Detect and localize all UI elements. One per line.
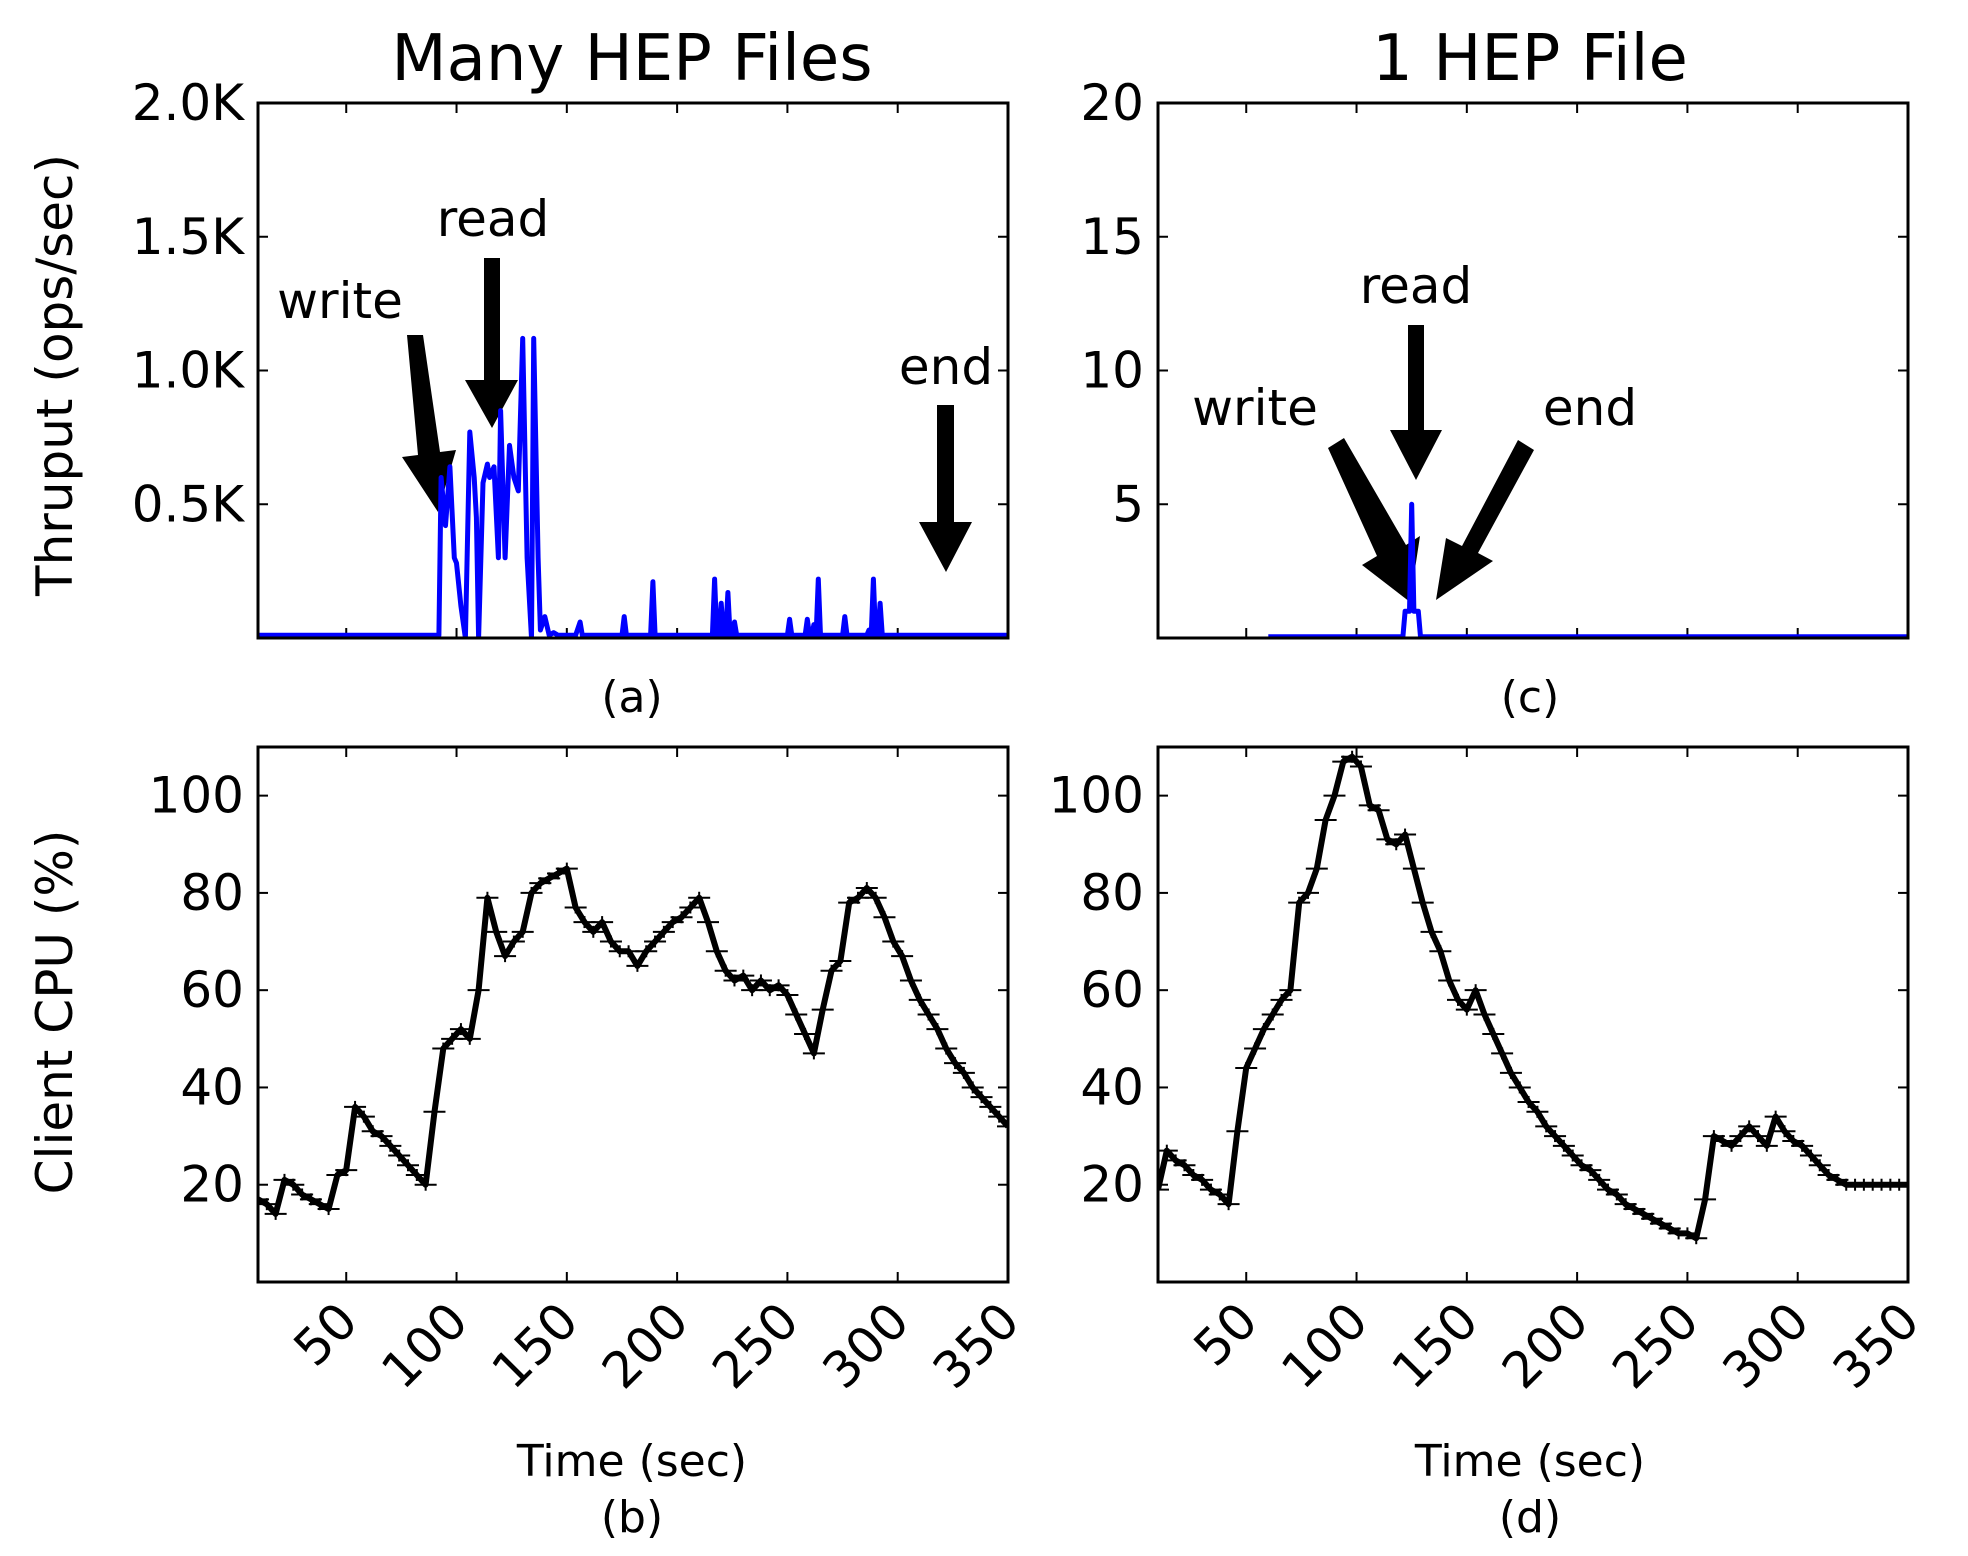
ytick-label-b: 20 <box>180 1156 244 1214</box>
chart-c: 5 10 15 20 write read end <box>1080 74 1910 640</box>
arrow-read-c <box>1390 325 1442 480</box>
ytick-label-a: 0.5K <box>132 475 246 533</box>
axes-frame-c <box>1156 101 1910 640</box>
arrows <box>402 258 1534 602</box>
arrow-end-c <box>1436 440 1534 600</box>
chart-a: 0.5K 1.0K 1.5K 2.0K write read end <box>132 74 1010 640</box>
arrow-write-c <box>1328 438 1420 602</box>
ytick-label-d: 40 <box>1080 1058 1144 1116</box>
annotation-read-a: read <box>437 190 550 248</box>
ytick-label-a: 1.5K <box>132 208 246 266</box>
xtick-label-b: 350 <box>922 1291 1030 1399</box>
annotation-read-c: read <box>1360 257 1473 315</box>
annotation-end-c: end <box>1543 379 1637 437</box>
xlabel-b: Time (sec) <box>516 1436 747 1487</box>
xtick-label-d: 250 <box>1601 1291 1709 1399</box>
ytick-label-b: 60 <box>180 961 244 1019</box>
xtick-label-d: 350 <box>1822 1291 1930 1399</box>
xtick-label-b: 200 <box>591 1291 699 1399</box>
xtick-label-b: 150 <box>481 1291 589 1399</box>
ytick-label-c: 5 <box>1112 475 1144 533</box>
series-line-b <box>258 865 1008 1217</box>
ylabel-top: Thruput (ops/sec) <box>26 154 84 597</box>
annotation-write-a: write <box>277 272 403 330</box>
annotation-end-a: end <box>899 338 993 396</box>
xtick-label-b: 100 <box>371 1291 479 1399</box>
ytick-label-d: 20 <box>1080 1156 1144 1214</box>
axes-frame-d <box>1156 745 1910 1284</box>
annotation-write-c: write <box>1192 379 1318 437</box>
series-line-a <box>258 335 1008 638</box>
panel-a-label: (a) <box>601 672 662 723</box>
ytick-label-d: 80 <box>1080 864 1144 922</box>
ytick-label-d: 60 <box>1080 961 1144 1019</box>
ytick-label-c: 20 <box>1080 74 1144 132</box>
series-line-d <box>1158 753 1908 1242</box>
ytick-label-c: 15 <box>1080 208 1144 266</box>
panel-b-label: (b) <box>601 1492 663 1543</box>
ytick-label-d: 100 <box>1049 767 1144 825</box>
xtick-label-b: 300 <box>812 1291 920 1399</box>
xlabel-d: Time (sec) <box>1414 1436 1645 1487</box>
panel-a-title: Many HEP Files <box>391 22 872 96</box>
xtick-label-b: 250 <box>701 1291 809 1399</box>
panel-c-label: (c) <box>1501 672 1560 723</box>
xtick-label-d: 150 <box>1381 1291 1489 1399</box>
arrow-end-a <box>919 405 972 572</box>
ylabel-bottom: Client CPU (%) <box>26 830 84 1195</box>
xtick-label-d: 200 <box>1491 1291 1599 1399</box>
ytick-label-b: 80 <box>180 864 244 922</box>
ytick-label-b: 40 <box>180 1058 244 1116</box>
xtick-label-d: 100 <box>1271 1291 1379 1399</box>
panel-c-title: 1 HEP File <box>1372 22 1688 96</box>
arrow-write-a <box>402 335 456 512</box>
axes-frame-b <box>256 745 1010 1284</box>
xtick-label-b: 50 <box>283 1291 369 1377</box>
ytick-label-a: 2.0K <box>132 74 246 132</box>
axes-frame-a <box>256 101 1010 640</box>
ytick-label-c: 10 <box>1080 342 1144 400</box>
ytick-label-a: 1.0K <box>132 342 246 400</box>
xtick-label-d: 50 <box>1183 1291 1269 1377</box>
xtick-label-d: 300 <box>1712 1291 1820 1399</box>
panel-d-label: (d) <box>1499 1492 1561 1543</box>
ytick-label-b: 100 <box>149 767 244 825</box>
arrow-read-a <box>465 258 518 428</box>
